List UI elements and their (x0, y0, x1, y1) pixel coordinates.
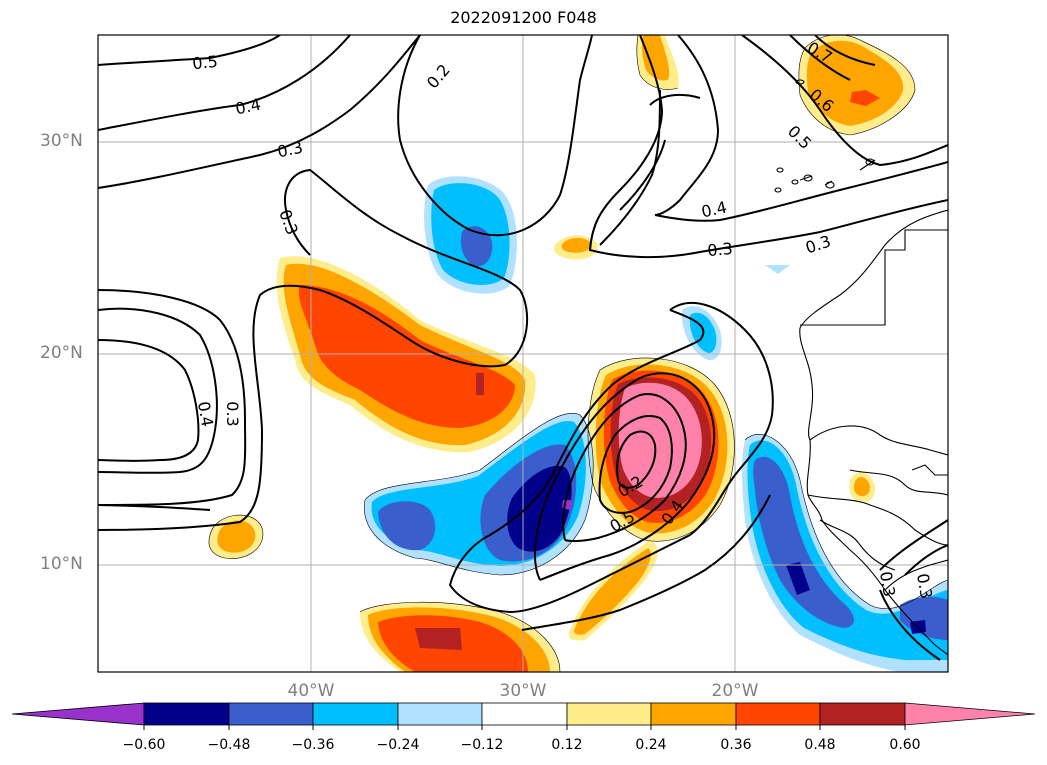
colorbar-tick-label: 0.60 (889, 737, 921, 753)
contour-label: 0.4 (234, 95, 263, 119)
colorbar-tick-label: −0.48 (207, 737, 251, 753)
gridlines (98, 35, 948, 672)
colorbar-segment (566, 702, 652, 726)
colorbar-tick-label: 0.48 (804, 737, 836, 753)
colorbar-segment (481, 702, 568, 726)
lon-label: 40°W (287, 681, 335, 701)
map-frame (97, 34, 949, 673)
lon-label: 20°W (711, 681, 759, 701)
colorbar-segment (397, 702, 483, 726)
lat-label: 20°N (40, 343, 83, 363)
contour-lines (98, 35, 948, 661)
shading-outlines (208, 35, 948, 672)
positive-anomaly-small (208, 35, 876, 559)
negative-anomaly-east (741, 434, 948, 672)
contour-label: 0.5 (191, 52, 218, 74)
colorbar-tick-label: 0.24 (635, 737, 667, 753)
colorbar-segment (143, 702, 230, 726)
colorbar-segment (735, 702, 821, 726)
contour-label: 0.3 (223, 401, 242, 426)
contour-label: 0.4 (194, 400, 217, 428)
colorbar-segment (819, 702, 906, 726)
positive-anomaly-ne (798, 35, 915, 135)
contour-label: 0.3 (707, 239, 734, 260)
colorbar-segment (312, 702, 399, 726)
contour-label: 0.3 (276, 138, 305, 162)
lat-label: 10°N (40, 554, 83, 574)
colorbar-tick-label: −0.60 (122, 737, 166, 753)
colorbar (11, 702, 1036, 730)
colorbar-tick-label: 0.36 (720, 737, 752, 753)
coastlines (774, 79, 948, 656)
negative-anomaly-small (681, 265, 790, 361)
colorbar-tick-label: 0.12 (551, 737, 583, 753)
colorbar-segment (650, 702, 737, 726)
contour-label: 0.3 (275, 207, 302, 237)
contour-label-group: 0.5 0.4 0.3 0.2 0.3 0.3 0.4 0.3 0.7 0.6 … (191, 38, 936, 600)
colorbar-ticks (143, 725, 906, 730)
map-title: 2022091200 F048 (450, 8, 597, 27)
positive-anomaly-center (588, 358, 735, 542)
contour-label: 0.3 (803, 232, 833, 258)
contour-label: 0.2 (423, 60, 454, 92)
contour-label: 0.5 (784, 122, 815, 153)
colorbar-max-extend (904, 702, 1036, 726)
colorbar-min-extend (11, 702, 145, 726)
contour-label: 0.4 (700, 198, 729, 222)
lon-label: 30°W (499, 681, 547, 701)
colorbar-segment (228, 702, 314, 726)
lat-label: 30°N (40, 131, 83, 151)
negative-anomaly-north (424, 176, 517, 294)
colorbar-tick-label: −0.24 (376, 737, 420, 753)
colorbar-tick-label: −0.36 (291, 737, 335, 753)
colorbar-tick-label: −0.12 (460, 737, 504, 753)
contour-label: 0.3 (913, 572, 936, 600)
contour-label: 0.3 (876, 570, 899, 598)
